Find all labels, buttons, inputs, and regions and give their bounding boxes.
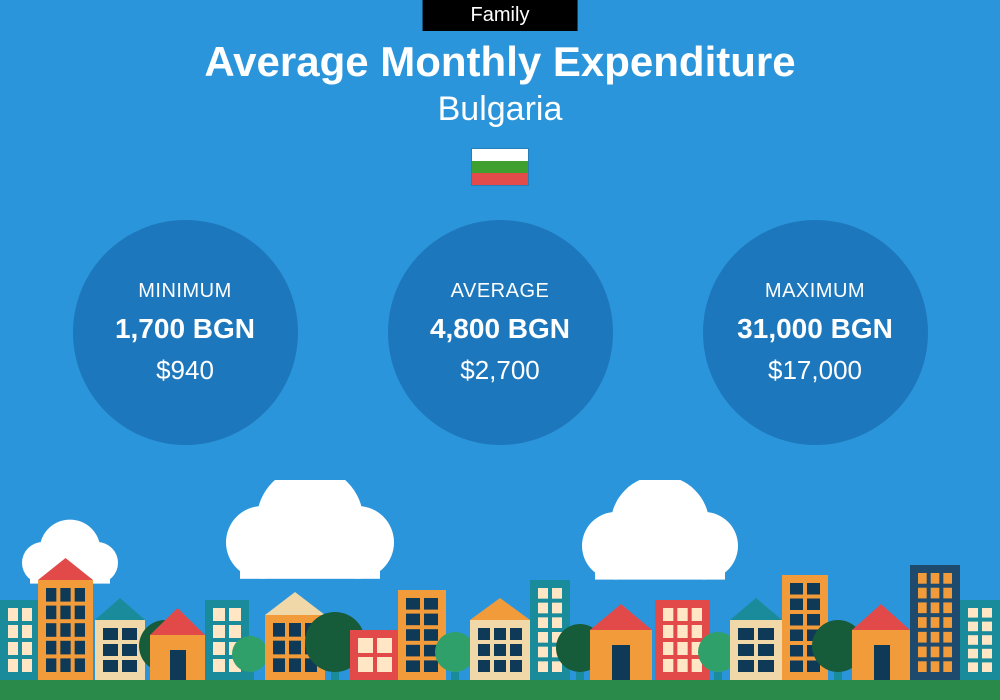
flag-icon [471, 148, 529, 186]
stat-primary: 31,000 BGN [737, 313, 893, 345]
stat-secondary: $17,000 [768, 355, 862, 386]
stat-secondary: $940 [156, 355, 214, 386]
flag-stripe-top [472, 149, 528, 161]
stat-circle-minimum: MINIMUM 1,700 BGN $940 [73, 220, 298, 445]
category-badge-label: Family [471, 4, 530, 26]
stat-circle-maximum: MAXIMUM 31,000 BGN $17,000 [703, 220, 928, 445]
stat-label: AVERAGE [451, 280, 550, 303]
stat-primary: 1,700 BGN [115, 313, 255, 345]
stat-circles: MINIMUM 1,700 BGN $940 AVERAGE 4,800 BGN… [0, 220, 1000, 445]
flag-stripe-mid [472, 161, 528, 173]
stat-secondary: $2,700 [460, 355, 540, 386]
cityscape-illustration [0, 480, 1000, 700]
flag-stripe-bot [472, 173, 528, 185]
page-subtitle: Bulgaria [0, 90, 1000, 129]
stat-circle-average: AVERAGE 4,800 BGN $2,700 [388, 220, 613, 445]
category-badge: Family [423, 0, 578, 31]
page-title: Average Monthly Expenditure [0, 38, 1000, 86]
stat-label: MAXIMUM [765, 280, 865, 303]
stat-label: MINIMUM [138, 280, 231, 303]
stat-primary: 4,800 BGN [430, 313, 570, 345]
